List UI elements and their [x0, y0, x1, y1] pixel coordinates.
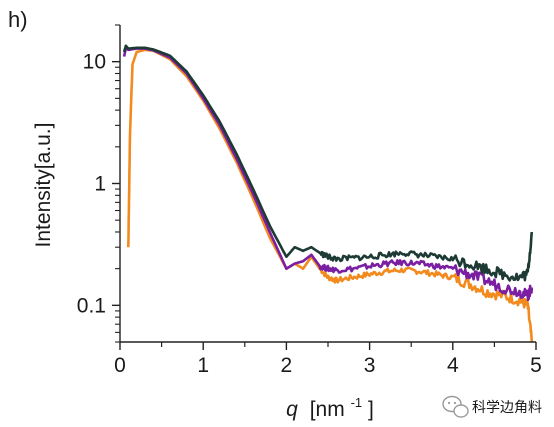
x-axis-unit: [nm: [310, 398, 345, 421]
x-axis-unit-close: ]: [368, 398, 374, 421]
y-tick-label: 10: [83, 51, 106, 74]
y-tick-label: 0.1: [77, 294, 106, 317]
x-axis-symbol: q: [286, 398, 298, 421]
x-tick-label: 0: [114, 354, 126, 377]
chart-ticks: 0 1 2 3 4 5 10 1 0.1: [77, 24, 542, 377]
x-tick-label: 4: [447, 354, 459, 377]
wechat-icon: [442, 395, 469, 418]
panel-label: h): [8, 7, 28, 32]
x-tick-label: 3: [364, 354, 376, 377]
x-tick-label: 2: [281, 354, 293, 377]
series-line-1: [127, 48, 534, 343]
x-axis-label: q [nm -1 ]: [286, 389, 374, 421]
plot-series: [122, 44, 534, 343]
x-tick-label: 5: [530, 354, 542, 377]
series-line-3: [122, 44, 534, 282]
watermark-text: 科学边角料: [472, 399, 542, 415]
series-line-2: [122, 46, 534, 302]
x-axis-unit-exponent: -1: [351, 395, 363, 410]
x-tick-label: 1: [197, 354, 209, 377]
y-tick-label: 1: [94, 173, 106, 196]
watermark: 科学边角料: [442, 395, 542, 418]
y-axis-label: Intensity[a.u.]: [32, 123, 55, 248]
